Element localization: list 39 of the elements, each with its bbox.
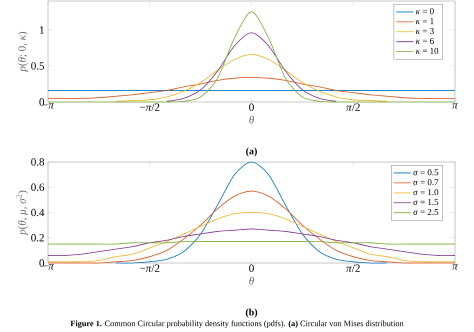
legend-label: κ = 6	[416, 38, 434, 44]
legend-label: κ = 3	[416, 28, 434, 34]
legend-label: κ = 1	[416, 18, 434, 24]
y-tick-label: 0.2	[31, 234, 44, 242]
text: (b)	[246, 308, 258, 318]
x-axis-title: θ	[249, 276, 254, 285]
x-tick-label: −π	[42, 264, 54, 270]
text: (a)	[246, 147, 257, 157]
x-tick-label: −π/2	[140, 104, 160, 111]
x-tick-label: π/2	[346, 264, 360, 272]
text: Figure 1. Common Circular probability density functions (pdfs). (a) Circular von Mises distribution	[70, 320, 404, 328]
line-series	[115, 54, 388, 102]
y-tick-label: 0.4	[31, 208, 44, 216]
x-tick-label: 0	[249, 264, 254, 272]
x-tick-label: π	[452, 104, 458, 109]
x-tick-label: π	[452, 264, 458, 270]
legend-label: σ = 1.5	[413, 199, 438, 206]
y-tick-label: 0.8	[31, 158, 44, 166]
y-tick-label: 0.5	[31, 62, 44, 70]
x-tick-label: −π	[42, 104, 54, 109]
legend-label: σ = 1.0	[413, 189, 438, 196]
legend-label: σ = 0.5	[413, 169, 438, 176]
legend-label: κ = 0	[416, 8, 434, 14]
x-tick-label: 0	[249, 104, 254, 111]
line-series	[48, 228, 456, 256]
legend-label: σ = 2.5	[413, 208, 438, 216]
y-tick-label: 0.6	[31, 184, 44, 191]
line-series	[48, 77, 456, 99]
y-tick-label: 1	[40, 26, 44, 34]
legend-label: κ = 10	[416, 48, 438, 54]
legend-label: σ = 0.7	[413, 179, 438, 186]
line-series	[166, 32, 337, 102]
x-tick-label: −π/2	[140, 264, 160, 272]
x-axis-title: θ	[249, 116, 254, 124]
y-axis-title: p(θ; 0, κ)	[18, 32, 28, 72]
line-series	[48, 190, 456, 264]
line-series	[115, 162, 388, 264]
text: p(θ, μ, σ$^{2}$)	[16, 190, 28, 236]
x-tick-label: π/2	[346, 104, 360, 111]
